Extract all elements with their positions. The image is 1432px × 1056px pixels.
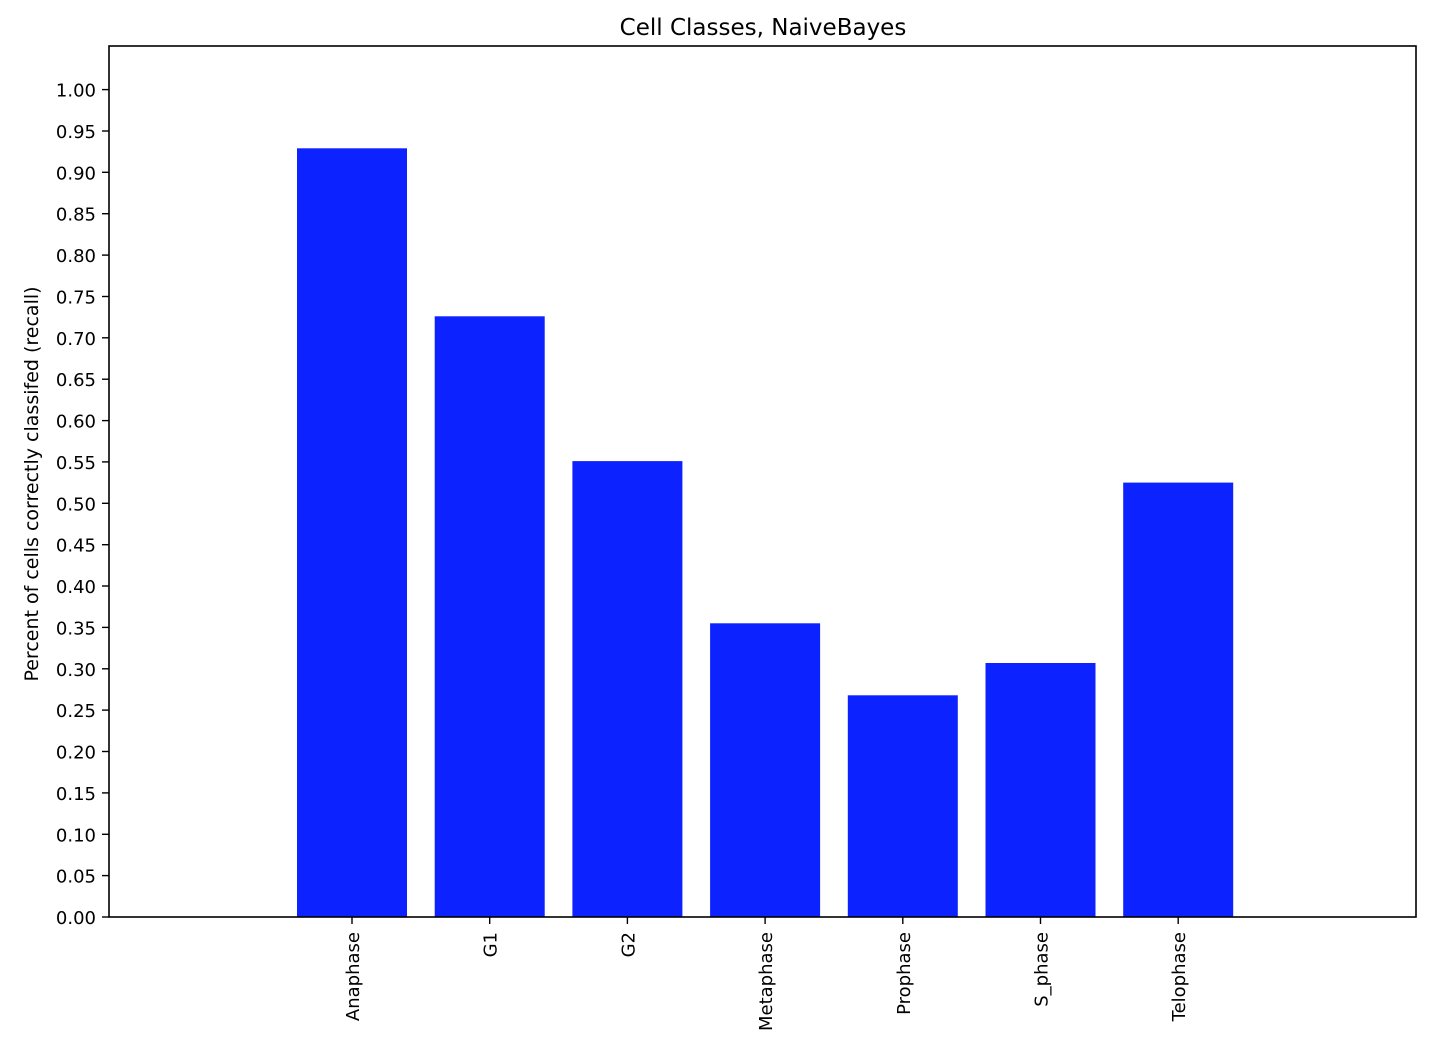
y-tick-label: 0.90 [56, 163, 96, 184]
y-tick-label: 0.95 [56, 122, 96, 143]
x-tick-label-s_phase: S_phase [1032, 932, 1053, 1007]
bar-s_phase [985, 663, 1096, 917]
bar-g2 [572, 461, 683, 917]
bar-telophase [1123, 482, 1234, 917]
y-axis-ticks: 0.00 0.05 0.10 0.15 0.20 0.25 0.30 0.35 0.40 0.45… [56, 81, 109, 929]
y-tick-label: 0.45 [56, 536, 96, 557]
y-tick-label: 0.20 [56, 743, 96, 764]
x-tick-label-g1: G1 [481, 932, 502, 957]
y-tick-label: 0.70 [56, 329, 96, 350]
x-axis-ticks: Anaphase G1 G2 Metaphase Prophase S_phase Telo… [343, 917, 1190, 1031]
y-tick-label: 0.15 [56, 784, 96, 805]
bar-g1 [434, 316, 545, 917]
x-tick-label-metaphase: Metaphase [756, 932, 777, 1031]
y-tick-label: 0.30 [56, 660, 96, 681]
y-tick-label: 0.50 [56, 494, 96, 515]
y-axis-label: Percent of cells correctly classifed (re… [21, 286, 43, 681]
bar-prophase [847, 695, 958, 917]
x-tick-label-prophase: Prophase [894, 932, 915, 1015]
y-tick-label: 0.35 [56, 618, 96, 639]
y-tick-label: 1.00 [56, 81, 96, 102]
y-tick-label: 0.80 [56, 246, 96, 267]
y-tick-label: 0.85 [56, 205, 96, 226]
plot-frame [108, 45, 1417, 918]
bar-metaphase [710, 623, 821, 917]
y-tick-label: 0.05 [56, 867, 96, 888]
x-tick-label-telophase: Telophase [1169, 932, 1190, 1022]
y-tick-label: 0.60 [56, 412, 96, 433]
y-tick-label: 0.65 [56, 370, 96, 391]
y-tick-label: 0.55 [56, 453, 96, 474]
x-tick-label-g2: G2 [618, 932, 639, 957]
y-tick-label: 0.75 [56, 288, 96, 309]
bar-anaphase [297, 148, 407, 918]
bars-group [297, 148, 1234, 918]
y-tick-label: 0.25 [56, 701, 96, 722]
y-tick-label: 0.00 [56, 908, 96, 929]
chart-title: Cell Classes, NaiveBayes [620, 15, 907, 41]
x-tick-label-anaphase: Anaphase [343, 932, 364, 1021]
y-tick-label: 0.10 [56, 825, 96, 846]
y-tick-label: 0.40 [56, 577, 96, 598]
